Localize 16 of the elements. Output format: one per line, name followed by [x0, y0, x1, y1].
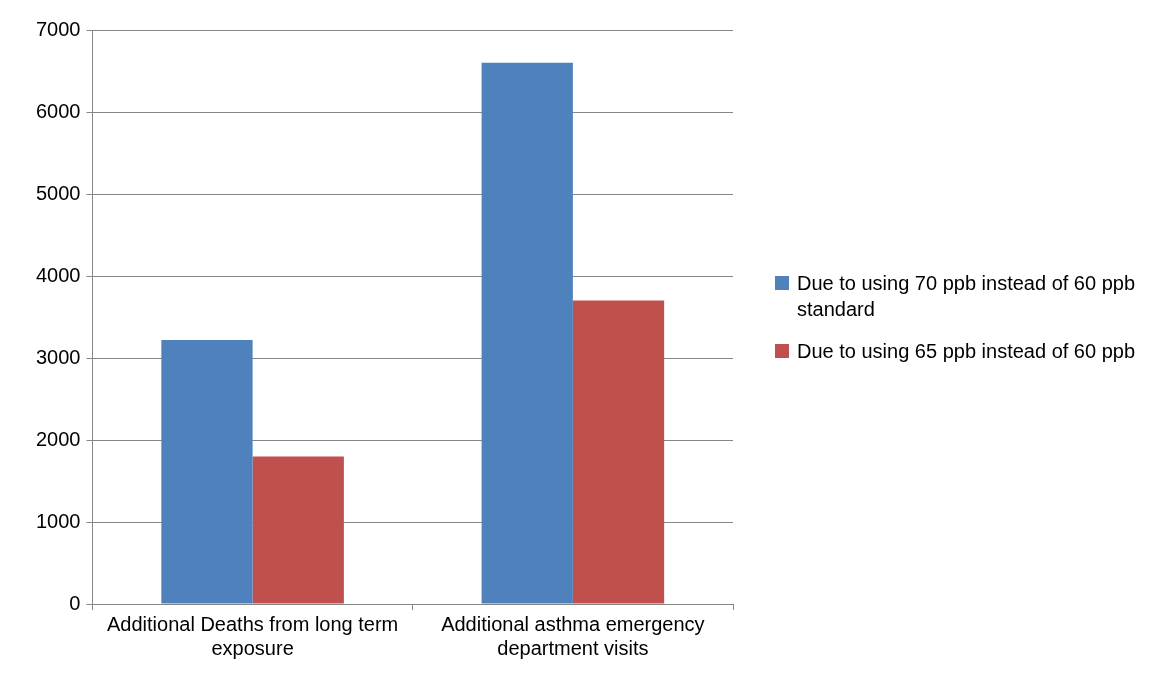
bar	[572, 300, 665, 604]
y-tick-label: 6000	[35, 99, 81, 122]
legend-label: Due to using 65 ppb instead of 60 ppb	[797, 339, 1136, 364]
legend-label: Due to using 70 ppb instead of 60 ppb standard	[797, 271, 1137, 322]
y-tick-label: 7000	[35, 17, 81, 40]
y-tick-label: 2000	[35, 427, 81, 450]
x-tick-label: Additional Deaths from long term exposure	[106, 612, 399, 659]
y-tick-label: 4000	[35, 263, 81, 286]
y-tick-label: 3000	[35, 345, 81, 368]
y-tick-label: 5000	[35, 181, 81, 204]
bar	[161, 339, 253, 604]
bar	[252, 456, 344, 604]
x-tick-label: Additional asthma emergency department visits	[441, 612, 705, 659]
y-tick-label: 1000	[35, 509, 81, 532]
y-tick-label: 0	[69, 591, 81, 614]
bar	[481, 62, 573, 604]
